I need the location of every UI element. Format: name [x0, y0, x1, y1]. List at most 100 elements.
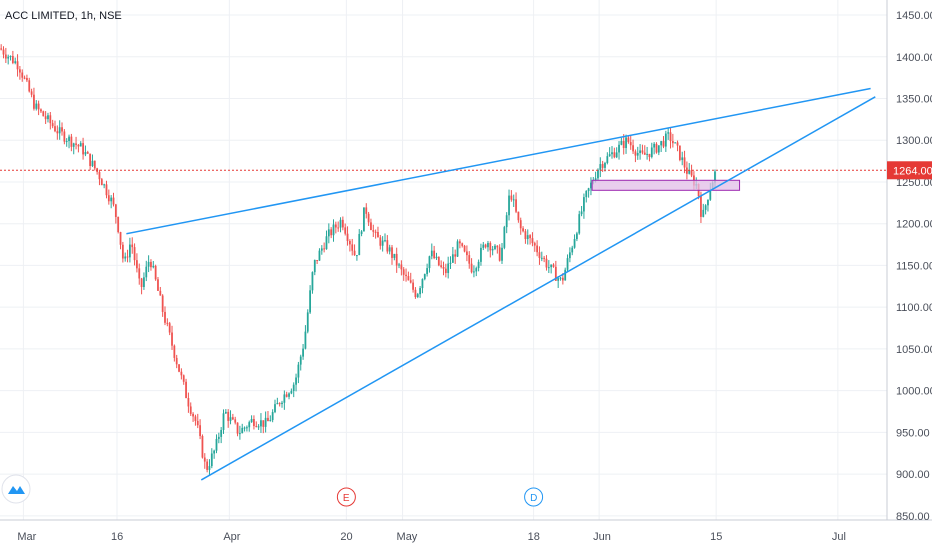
- candle-body: [222, 413, 225, 430]
- candle-body: [611, 152, 613, 155]
- candle-body: [65, 141, 68, 143]
- candle-body: [428, 256, 431, 269]
- price-axis[interactable]: 1450.00 1400.00 1350.00 1300.00 1250.00 1200.…: [896, 10, 932, 523]
- candlestick-series: [0, 44, 716, 475]
- candle-body: [4, 54, 7, 59]
- time-axis[interactable]: Mar 16 Apr 20 May 18 Jun 15 Jul: [17, 531, 846, 543]
- chart-title: ACC LIMITED, 1h, NSE: [5, 10, 122, 22]
- candle-body: [274, 404, 276, 413]
- candle-body: [529, 235, 531, 239]
- chart-grid: [0, 0, 887, 520]
- tradingview-logo-icon[interactable]: [1, 474, 31, 504]
- candle-body: [206, 461, 209, 470]
- candle-body: [669, 132, 672, 142]
- y-tick-label: 900.00: [896, 469, 930, 481]
- candle-body: [561, 277, 564, 281]
- candle-body: [381, 240, 384, 246]
- candle-body: [302, 348, 304, 357]
- candle-body: [236, 422, 239, 434]
- candle-body: [405, 274, 407, 277]
- candle-body: [515, 199, 517, 212]
- last-price-tag-bg: [887, 161, 932, 180]
- candle-body: [601, 164, 604, 168]
- candle-body: [77, 144, 80, 147]
- candle-body: [16, 61, 19, 70]
- candle-body: [522, 228, 524, 232]
- candle-body: [409, 280, 412, 283]
- candle-body: [498, 247, 501, 261]
- candle-body: [18, 69, 21, 73]
- candle-body: [164, 311, 166, 323]
- y-tick-label: 1100.00: [896, 302, 932, 314]
- candle-body: [138, 268, 141, 279]
- candle-body: [145, 266, 148, 278]
- candle-body: [557, 278, 560, 281]
- candle-body: [231, 417, 234, 420]
- candle-body: [215, 438, 218, 451]
- candle-body: [402, 269, 405, 275]
- candle-body: [201, 436, 204, 458]
- candle-body: [363, 207, 365, 232]
- candle-body: [44, 116, 47, 120]
- candle-body: [63, 131, 66, 142]
- candle-body: [594, 178, 597, 181]
- candle-body: [583, 197, 585, 212]
- candle-body: [110, 197, 113, 202]
- candle-body: [559, 277, 562, 279]
- candle-body: [477, 261, 480, 269]
- candle-body: [524, 231, 527, 240]
- candle-body: [578, 214, 581, 234]
- candle-body: [79, 143, 82, 147]
- candle-body: [327, 229, 330, 237]
- y-tick-label: 1300.00: [896, 135, 932, 147]
- candle-body: [517, 211, 520, 221]
- candle-body: [147, 261, 150, 267]
- candle-body: [103, 184, 106, 186]
- candle-body: [257, 426, 260, 428]
- candle-body: [379, 237, 382, 246]
- candle-body: [112, 197, 115, 205]
- candle-body: [683, 157, 686, 168]
- y-tick-label: 1450.00: [896, 10, 932, 22]
- candle-body: [568, 252, 571, 259]
- candle-body: [372, 230, 375, 232]
- candle-body: [447, 263, 450, 274]
- candle-body: [653, 143, 656, 148]
- candle-body: [121, 244, 124, 259]
- candle-body: [491, 249, 494, 251]
- candle-body: [295, 377, 297, 385]
- candle-body: [461, 243, 464, 246]
- candle-body: [585, 191, 588, 198]
- candle-body: [685, 167, 688, 174]
- candle-body: [311, 272, 314, 291]
- candle-body: [271, 412, 274, 420]
- candle-body: [676, 142, 679, 146]
- candle-body: [545, 258, 548, 268]
- candle-body: [178, 364, 180, 372]
- candle-body: [173, 345, 176, 358]
- candle-body: [503, 227, 506, 248]
- candle-body: [639, 150, 641, 154]
- candle-body: [82, 143, 84, 155]
- candle-body: [192, 413, 194, 417]
- candle-body: [299, 356, 302, 365]
- candle-body: [126, 256, 129, 258]
- candle-body: [353, 250, 356, 256]
- candle-body: [21, 72, 24, 78]
- x-tick-label: Jul: [832, 531, 846, 543]
- candle-body: [262, 420, 265, 427]
- candle-body: [33, 94, 35, 109]
- candle-body: [526, 235, 529, 240]
- candle-body: [599, 164, 602, 170]
- candle-body: [180, 371, 183, 376]
- y-tick-label: 1400.00: [896, 52, 932, 64]
- candle-body: [124, 256, 127, 259]
- candle-body: [189, 406, 192, 414]
- candle-body: [690, 170, 693, 176]
- candle-body: [330, 229, 333, 236]
- candle-body: [419, 288, 421, 295]
- candle-body: [480, 247, 482, 262]
- candle-body: [702, 209, 705, 217]
